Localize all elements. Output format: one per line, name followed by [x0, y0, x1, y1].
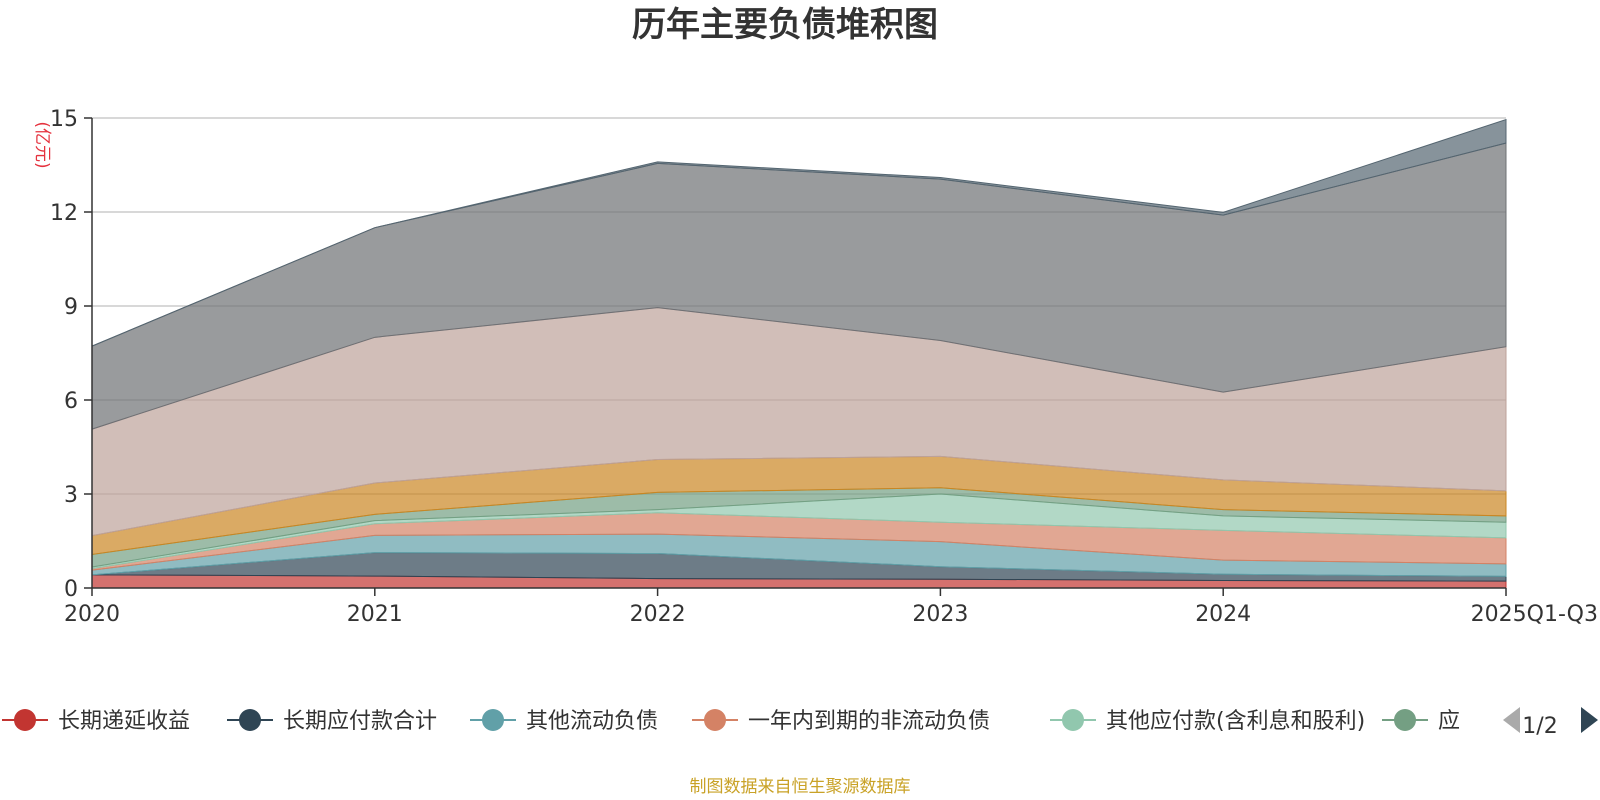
- legend-next-page-icon[interactable]: [1581, 707, 1598, 733]
- y-tick-label-9: 9: [64, 295, 78, 320]
- x-tick-label-2: 2022: [630, 602, 686, 627]
- legend-label-0: 长期递延收益: [58, 709, 190, 734]
- legend-item-5[interactable]: 应: [1382, 709, 1460, 734]
- legend-item-3[interactable]: 一年内到期的非流动负债: [692, 709, 990, 734]
- x-tick-label-5: 2025Q1-Q3: [1471, 602, 1598, 627]
- area-series-9: [91, 118, 1507, 347]
- source-note: 制图数据来自恒生聚源数据库: [690, 777, 911, 797]
- y-tick-label-3: 3: [64, 483, 78, 508]
- legend-label-2: 其他流动负债: [526, 709, 658, 734]
- legend-marker-icon-2: [482, 709, 504, 731]
- y-tick-label-6: 6: [64, 389, 78, 414]
- legend-label-4: 其他应付款(含利息和股利): [1106, 709, 1365, 734]
- axes: [91, 118, 1506, 589]
- legend: 长期递延收益 长期应付款合计 其他流动负债 一年内到期的非流动负债 其他应付款(含利息和…: [2, 707, 1598, 739]
- area-series: [91, 118, 1507, 589]
- x-tick-label-4: 2024: [1195, 602, 1251, 627]
- y-tick-label-15: 15: [50, 107, 78, 132]
- y-axis-unit-label: (亿元): [32, 121, 52, 168]
- x-tick-label-3: 2023: [912, 602, 968, 627]
- y-tick-label-12: 12: [50, 201, 78, 226]
- legend-item-2[interactable]: 其他流动负债: [470, 709, 658, 734]
- legend-marker-icon-1: [239, 709, 261, 731]
- legend-marker-icon-5: [1394, 709, 1416, 731]
- legend-page-indicator: 1/2: [1522, 714, 1557, 739]
- legend-prev-page-icon[interactable]: [1503, 707, 1520, 733]
- legend-item-4[interactable]: 其他应付款(含利息和股利): [1050, 709, 1365, 734]
- x-tick-label-1: 2021: [347, 602, 403, 627]
- y-axis-ticks: 0 3 6 9 12 15: [50, 107, 92, 602]
- legend-item-1[interactable]: 长期应付款合计: [227, 709, 437, 734]
- chart-title: 历年主要负债堆积图: [632, 5, 938, 45]
- legend-label-5: 应: [1438, 709, 1460, 734]
- legend-marker-icon-4: [1062, 709, 1084, 731]
- y-tick-label-0: 0: [64, 577, 78, 602]
- legend-marker-icon-0: [14, 709, 36, 731]
- legend-item-0[interactable]: 长期递延收益: [2, 709, 190, 734]
- legend-label-1: 长期应付款合计: [283, 709, 437, 734]
- legend-marker-icon-3: [704, 709, 726, 731]
- x-tick-label-0: 2020: [64, 602, 120, 627]
- legend-label-3: 一年内到期的非流动负债: [748, 709, 990, 734]
- x-axis-ticks: 2020 2021 2022 2023 2024 2025Q1-Q3: [64, 588, 1598, 627]
